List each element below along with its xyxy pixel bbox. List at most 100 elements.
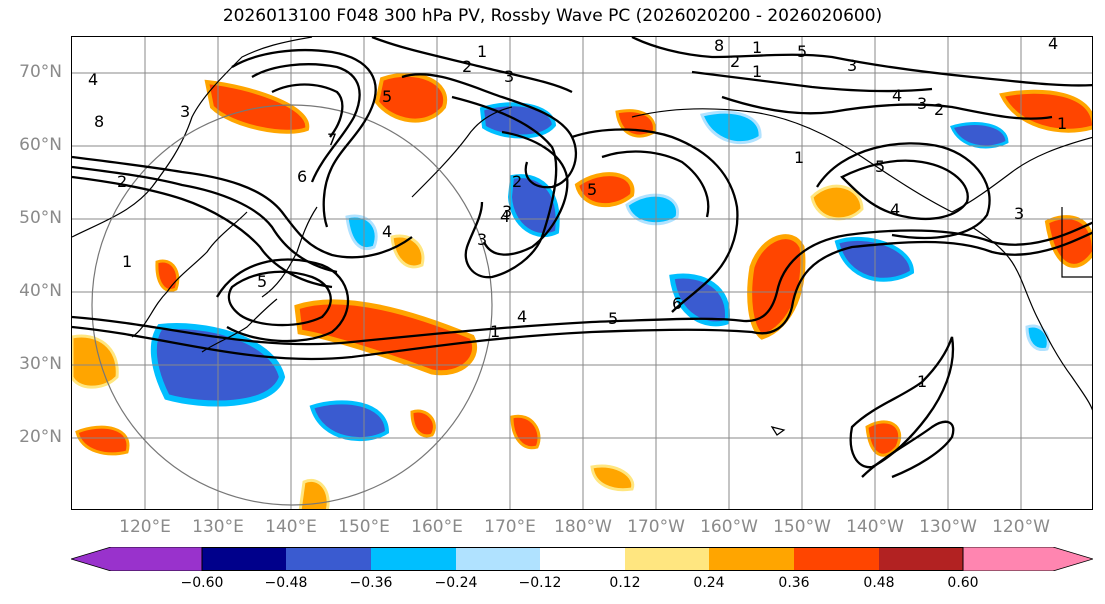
anomaly-negative	[669, 273, 730, 327]
contour-label: 4	[517, 307, 527, 326]
contour-label: 2	[730, 52, 740, 71]
contour-label: 3	[502, 202, 512, 221]
lon-label-130e: 130°E	[192, 517, 244, 537]
anomaly-positive	[810, 184, 864, 221]
contour-label: 5	[382, 87, 392, 106]
contour-label: 1	[752, 38, 762, 57]
lon-label-120w: 120°W	[992, 517, 1050, 537]
anomaly-positive	[75, 425, 130, 456]
map-svg: 1 2 3 4 5 6 7 8 1 2 3 4 5 1 4 5 3 2 5 4 …	[72, 37, 1092, 509]
anomaly-positive	[999, 89, 1092, 133]
contour-label: 3	[504, 67, 514, 86]
lon-label-180w: 180°W	[554, 517, 612, 537]
colorbar-segment	[879, 547, 963, 571]
contour-label: 2	[462, 57, 472, 76]
colorbar-segment	[202, 547, 286, 571]
contour-label: 3	[917, 94, 927, 113]
anomaly-negative	[950, 122, 1009, 149]
colorbar-tick: −0.48	[264, 575, 308, 591]
colorbar-segment	[540, 547, 625, 571]
contour-label: 5	[257, 272, 267, 291]
anomaly-positive	[574, 172, 635, 208]
contour-label: 2	[934, 100, 944, 119]
anomaly-positive	[510, 414, 541, 450]
contour-label: 4	[1048, 37, 1058, 53]
anomaly-positive	[72, 334, 119, 389]
lon-label-160e: 160°E	[411, 517, 463, 537]
contour-label: 1	[122, 252, 132, 271]
lon-label-150e: 150°E	[338, 517, 390, 537]
contour-label: 1	[917, 372, 927, 391]
contour-label: 4	[500, 207, 510, 226]
colorbar-tick: −0.60	[180, 575, 224, 591]
reference-circle	[91, 104, 493, 506]
anomaly-negative	[699, 110, 762, 145]
colorbar-segment	[371, 547, 456, 571]
anomaly-positive	[410, 409, 436, 438]
contour-label: 3	[477, 230, 487, 249]
coastlines	[72, 37, 1092, 436]
anomaly-positive	[298, 478, 330, 509]
lon-label-150w: 150°W	[773, 517, 831, 537]
colorbar-tick: 0.24	[693, 575, 725, 591]
lat-label-40n: 40°N	[19, 281, 62, 301]
colorbar-tick: −0.36	[349, 575, 393, 591]
anomaly-positive	[865, 420, 902, 457]
map-title: 2026013100 F048 300 hPa PV, Rossby Wave …	[222, 6, 883, 26]
colorbar-segment	[286, 547, 371, 571]
anomaly-positive	[204, 79, 310, 134]
lon-label-140w: 140°W	[846, 517, 904, 537]
contour-label: 2	[117, 172, 127, 191]
contour-label: 4	[890, 200, 900, 219]
colorbar-segment	[794, 547, 879, 571]
anomaly-negative	[507, 174, 560, 238]
contour-label: 6	[297, 167, 307, 186]
contour-label: 4	[382, 222, 392, 241]
colorbar-segment	[709, 547, 794, 571]
contour-label: 4	[892, 86, 902, 105]
lat-label-60n: 60°N	[19, 135, 62, 155]
contour-label: 8	[714, 37, 724, 55]
map-panel[interactable]: 1 2 3 4 5 6 7 8 1 2 3 4 5 1 4 5 3 2 5 4 …	[71, 36, 1093, 510]
lon-label-120e: 120°E	[119, 517, 171, 537]
contour-label: 3	[180, 102, 190, 121]
anomaly-positive	[590, 464, 635, 492]
lat-label-30n: 30°N	[19, 354, 62, 374]
contour-labels: 1 2 3 4 5 6 7 8 1 2 3 4 5 1 4 5 3 2 5 4 …	[88, 37, 1067, 391]
contour-label: 7	[327, 130, 337, 149]
colorbar-tick: −0.24	[434, 575, 478, 591]
colorbar-segment	[625, 547, 709, 571]
anomaly-positive	[747, 234, 806, 340]
anomaly-positive	[155, 259, 180, 292]
contour-label: 1	[477, 42, 487, 61]
contour-label: 5	[587, 180, 597, 199]
contour-label: 1	[490, 322, 500, 341]
anomaly-positive	[294, 299, 478, 376]
anomaly-negative	[309, 400, 390, 442]
lon-label-160w: 160°W	[700, 517, 758, 537]
colorbar-tick: 0.12	[609, 575, 641, 591]
contour-label: 1	[1057, 114, 1067, 133]
lat-label-70n: 70°N	[19, 62, 62, 82]
contour-label: 4	[88, 70, 98, 89]
colorbar-tick: 0.60	[947, 575, 979, 591]
colorbar-tick: 0.36	[778, 575, 810, 591]
contour-label: 3	[847, 56, 857, 75]
colorbar	[71, 547, 1093, 571]
pv-contours	[72, 37, 1092, 479]
lon-label-170e: 170°E	[484, 517, 536, 537]
colorbar-segment	[71, 547, 203, 571]
contour-label: 5	[875, 157, 885, 176]
lat-label-20n: 20°N	[19, 427, 62, 447]
lon-label-130w: 130°W	[919, 517, 977, 537]
colorbar-tick: −0.12	[518, 575, 562, 591]
colorbar-segment	[456, 547, 540, 571]
anomaly-negative	[345, 214, 378, 250]
contour-label: 6	[672, 294, 682, 313]
colorbar-tick: 0.48	[863, 575, 895, 591]
contour-label: 5	[608, 309, 618, 328]
lon-label-170w: 170°W	[627, 517, 685, 537]
lon-label-140e: 140°E	[265, 517, 317, 537]
lat-label-50n: 50°N	[19, 208, 62, 228]
contour-label: 5	[797, 42, 807, 61]
